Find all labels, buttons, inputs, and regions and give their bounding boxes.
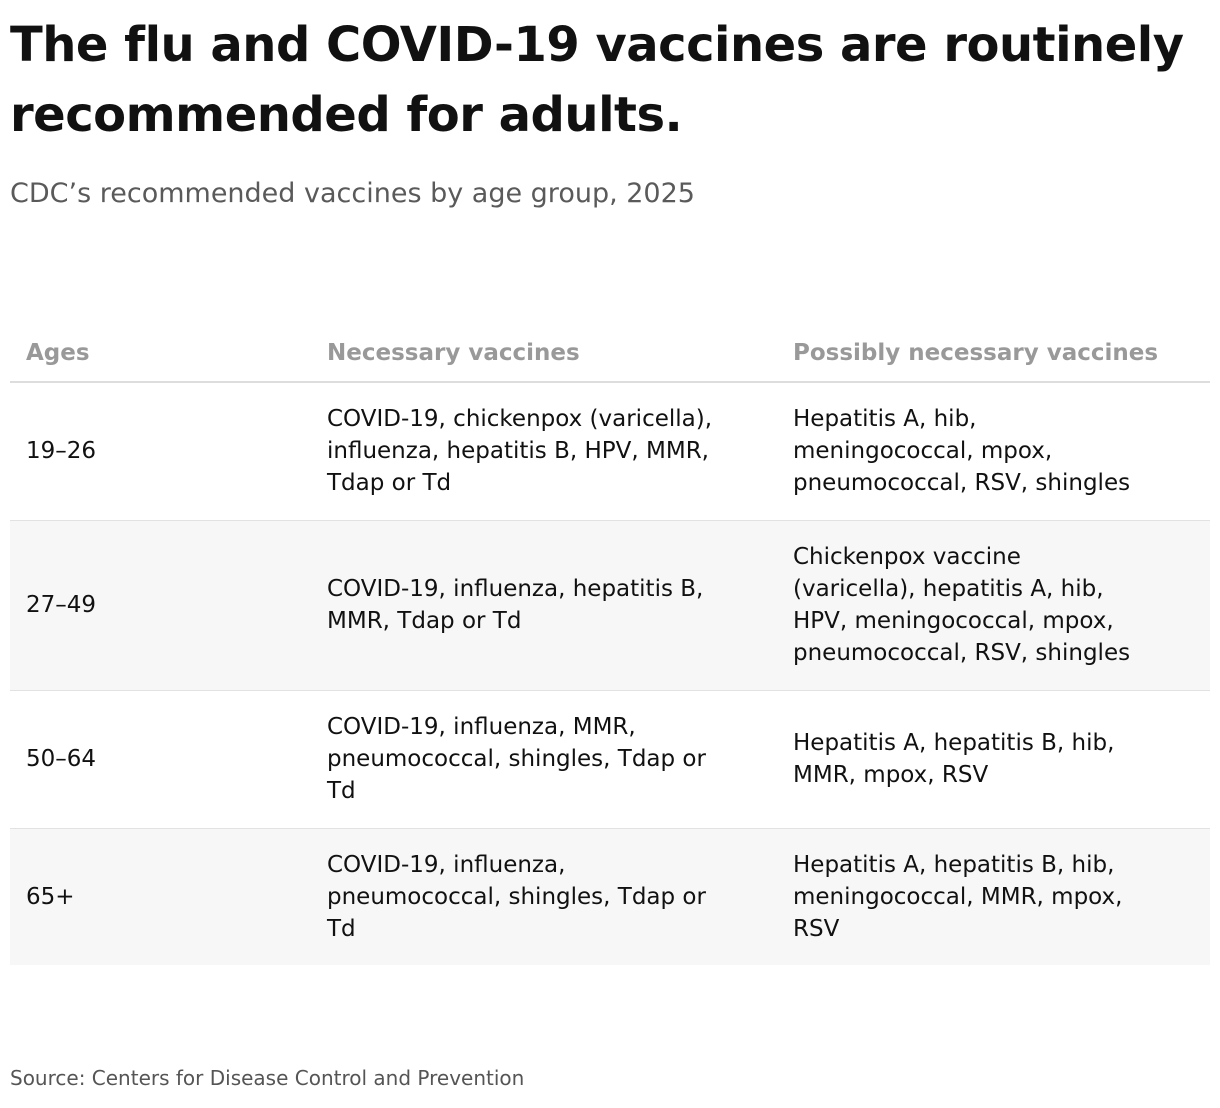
table-head: Ages Necessary vaccines Possibly necessary… bbox=[10, 325, 1210, 383]
table-cell: COVID-19, chickenpox (varicella), influe… bbox=[327, 406, 713, 497]
table-cell: COVID-19, influenza, MMR, pneumococcal, … bbox=[327, 714, 706, 804]
table-cell: COVID-19, influenza, hepatitis B, MMR, T… bbox=[327, 576, 704, 634]
table-row: 65+ COVID-19, influenza, pneumococcal, sh… bbox=[10, 828, 1210, 965]
table-cell: Hepatitis A, hib, meningococcal, mpox, p… bbox=[793, 406, 1131, 497]
table-body: 19–26 COVID-19, chickenpox (varicella), i… bbox=[10, 382, 1210, 965]
header-row: Ages Necessary vaccines Possibly necessary… bbox=[10, 325, 1210, 383]
table-cell: Hepatitis A, hepatitis B, hib, meningoco… bbox=[793, 851, 1123, 942]
subtitle: CDC’s recommended vaccines by age group,… bbox=[10, 178, 695, 209]
title: The flu and COVID-19 vaccines are routin… bbox=[10, 17, 1184, 143]
table-cell: Hepatitis A, hepatitis B, hib, MMR, mpox… bbox=[793, 730, 1115, 788]
table-row: 19–26 COVID-19, chickenpox (varicella), i… bbox=[10, 382, 1210, 520]
source: Source: Centers for Disease Control and … bbox=[10, 1066, 525, 1090]
table-cell: COVID-19, influenza, pneumococcal, shing… bbox=[327, 851, 706, 942]
column-header: Ages bbox=[10, 325, 311, 383]
table-cell: 19–26 bbox=[26, 438, 97, 465]
table-row: 27–49 COVID-19, influenza, hepatitis B, M… bbox=[10, 520, 1210, 690]
table-cell: 27–49 bbox=[26, 592, 97, 618]
column-header: Possibly necessary vaccines bbox=[777, 325, 1210, 383]
table-cell: Chickenpox vaccine (varicella), hepatiti… bbox=[793, 544, 1131, 666]
table-cell: 50–64 bbox=[26, 746, 97, 772]
column-header: Necessary vaccines bbox=[311, 325, 777, 383]
table-cell: 65+ bbox=[26, 883, 75, 910]
vaccine-table: Ages Necessary vaccines Possibly necessary… bbox=[10, 325, 1210, 965]
table-row: 50–64 COVID-19, influenza, MMR, pneumococ… bbox=[10, 690, 1210, 828]
